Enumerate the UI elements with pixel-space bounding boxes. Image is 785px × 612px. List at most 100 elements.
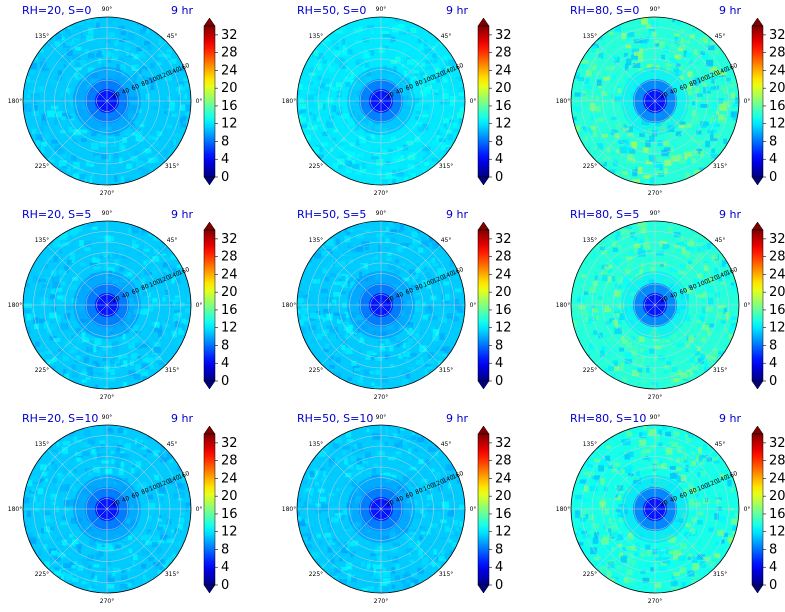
polar-frame bbox=[570, 424, 740, 594]
angular-gridline bbox=[654, 508, 715, 569]
field-cell bbox=[53, 561, 58, 565]
field-cell bbox=[173, 277, 181, 284]
field-cell bbox=[632, 179, 641, 185]
field-cell bbox=[58, 478, 63, 486]
field-cell bbox=[685, 304, 693, 309]
field-cell bbox=[125, 374, 133, 379]
field-cell bbox=[24, 524, 28, 530]
field-cell bbox=[620, 362, 624, 369]
field-cell bbox=[716, 274, 721, 279]
field-cell bbox=[373, 463, 379, 468]
field-cell bbox=[620, 228, 628, 235]
field-cell bbox=[46, 100, 54, 107]
field-cell bbox=[87, 67, 95, 74]
field-cell bbox=[402, 48, 408, 53]
field-cell bbox=[622, 171, 628, 175]
panel-time: 9 hr bbox=[446, 208, 468, 221]
angular-tick-label: 225° bbox=[309, 571, 323, 578]
field-cell bbox=[320, 502, 325, 509]
field-cell bbox=[50, 79, 58, 84]
field-cell bbox=[413, 59, 420, 67]
radial-tick-label: 80 bbox=[688, 487, 698, 496]
field-cell bbox=[143, 260, 147, 266]
field-cell bbox=[728, 101, 735, 106]
field-cell bbox=[25, 283, 30, 288]
field-cell bbox=[631, 48, 640, 55]
field-cell bbox=[706, 242, 712, 250]
field-cell bbox=[605, 455, 611, 461]
field-cell bbox=[609, 31, 614, 36]
field-cell bbox=[374, 357, 383, 361]
field-cell bbox=[452, 520, 459, 526]
field-cell bbox=[69, 485, 76, 490]
field-cell bbox=[300, 124, 308, 128]
field-cell bbox=[589, 129, 593, 136]
field-cell bbox=[317, 63, 322, 71]
field-cell bbox=[446, 129, 453, 135]
field-cell bbox=[647, 149, 652, 154]
field-cell bbox=[735, 512, 739, 518]
field-cell bbox=[717, 488, 725, 493]
colorbar-gradient bbox=[751, 433, 764, 586]
field-cell bbox=[426, 503, 430, 509]
polar-frame bbox=[570, 16, 740, 186]
field-cell bbox=[414, 325, 420, 333]
field-cell bbox=[178, 491, 185, 499]
field-cell bbox=[60, 462, 68, 466]
field-cell bbox=[346, 327, 353, 332]
field-cell bbox=[651, 31, 657, 37]
field-cell bbox=[698, 455, 703, 462]
field-cell bbox=[402, 583, 407, 590]
angular-tick-label: 180° bbox=[8, 302, 22, 309]
field-cell bbox=[317, 488, 325, 493]
field-cell bbox=[703, 444, 709, 450]
colorbar-tick-label: 24 bbox=[495, 471, 512, 486]
field-cell bbox=[383, 442, 388, 446]
field-cell bbox=[89, 539, 97, 546]
field-cell bbox=[383, 45, 389, 50]
field-cell bbox=[60, 271, 66, 276]
field-cell bbox=[607, 276, 612, 283]
colorbar-tick-label: 0 bbox=[769, 374, 777, 389]
field-cell bbox=[622, 339, 628, 344]
field-cell bbox=[399, 27, 407, 31]
field-cell bbox=[62, 440, 71, 446]
field-cell bbox=[330, 565, 336, 569]
field-cell bbox=[333, 568, 342, 573]
field-cell bbox=[677, 555, 686, 561]
field-cell bbox=[421, 280, 428, 286]
colorbar-tick-label: 12 bbox=[495, 117, 512, 132]
field-cell bbox=[659, 41, 665, 48]
field-cell bbox=[574, 92, 582, 97]
field-cell bbox=[712, 102, 719, 109]
field-cell bbox=[66, 49, 73, 57]
field-cell bbox=[359, 333, 363, 338]
field-cell bbox=[133, 374, 141, 380]
field-cell bbox=[685, 560, 692, 568]
field-cell bbox=[26, 313, 31, 321]
field-cell bbox=[415, 360, 424, 365]
field-cell bbox=[120, 338, 129, 345]
field-cell bbox=[435, 68, 442, 74]
field-cell bbox=[298, 117, 306, 123]
field-cell bbox=[43, 515, 50, 522]
field-cell bbox=[71, 561, 78, 565]
field-cell bbox=[33, 87, 40, 94]
field-cell bbox=[176, 530, 180, 535]
field-cell bbox=[710, 356, 717, 360]
field-cell bbox=[143, 244, 150, 252]
field-cell bbox=[459, 106, 465, 113]
field-cell bbox=[621, 336, 625, 342]
field-cell bbox=[29, 93, 34, 98]
field-cell bbox=[119, 583, 128, 590]
field-cell bbox=[438, 138, 446, 143]
angular-tick-label: 135° bbox=[583, 33, 597, 40]
field-cell bbox=[697, 245, 706, 252]
field-cell bbox=[133, 54, 139, 60]
field-cell bbox=[348, 259, 354, 264]
field-cell bbox=[130, 155, 138, 162]
field-cell bbox=[629, 552, 635, 559]
field-cell bbox=[322, 38, 330, 42]
